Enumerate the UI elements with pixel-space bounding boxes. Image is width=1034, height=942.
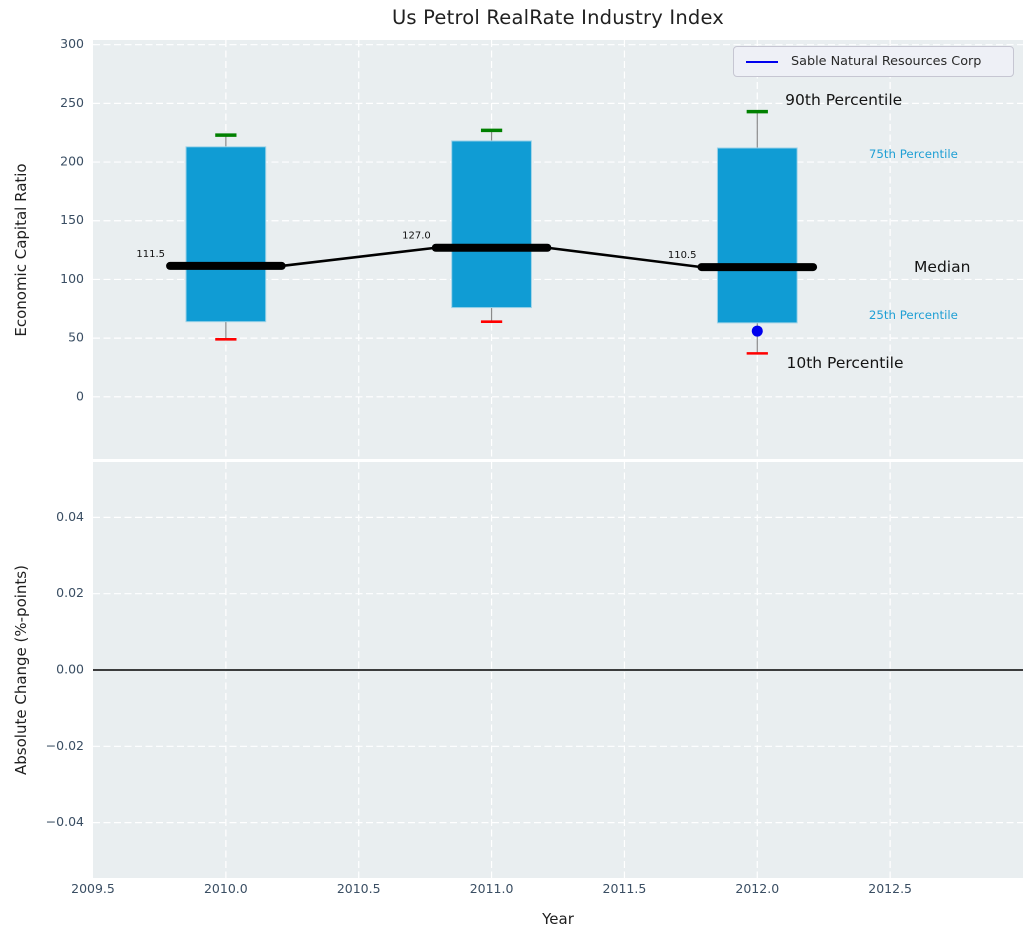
xtick-label: 2011.5 (603, 881, 647, 896)
annotation-25th-percentile: 25th Percentile (868, 307, 958, 322)
ytick-label-bottom: 0.02 (56, 585, 84, 600)
annotation-median: Median (914, 257, 971, 276)
annotation-75th-percentile: 75th Percentile (868, 147, 958, 162)
y-axis-label-top: Economic Capital Ratio (12, 163, 30, 337)
legend-line-sample-icon (746, 60, 778, 63)
xtick-label: 2010.5 (337, 881, 381, 896)
median-value-label: 111.5 (136, 249, 165, 260)
ytick-label-top: 100 (60, 271, 84, 286)
annotation-10th-percentile: 10th Percentile (786, 353, 904, 372)
company-point (751, 325, 763, 337)
ytick-label-top: 250 (60, 95, 84, 110)
xtick-label: 2011.0 (470, 881, 514, 896)
ytick-label-bottom: −0.04 (46, 814, 84, 829)
ytick-label-top: 150 (60, 212, 84, 227)
ytick-label-top: 50 (68, 330, 84, 345)
legend-label: Sable Natural Resources Corp (791, 54, 982, 69)
xtick-label: 2012.5 (868, 881, 912, 896)
xtick-label: 2012.0 (735, 881, 779, 896)
ytick-label-bottom: 0.00 (56, 662, 84, 677)
percentile-box (716, 147, 798, 324)
median-value-label: 110.5 (668, 250, 697, 261)
y-axis-label-bottom: Absolute Change (%-points) (12, 565, 30, 775)
median-value-label: 127.0 (402, 231, 431, 242)
xtick-label: 2010.0 (204, 881, 248, 896)
ytick-label-bottom: 0.04 (56, 509, 84, 524)
chart-title: Us Petrol RealRate Industry Index (391, 6, 725, 29)
ytick-label-top: 300 (60, 36, 84, 51)
ytick-label-top: 200 (60, 154, 84, 169)
percentile-box (451, 140, 532, 309)
median-connector (547, 246, 702, 269)
legend: Sable Natural Resources Corp (733, 46, 1014, 77)
percentile-box (185, 146, 267, 323)
annotation-90th-percentile: 90th Percentile (785, 91, 903, 110)
ytick-label-top: 0 (76, 388, 84, 403)
ytick-label-bottom: −0.02 (46, 738, 84, 753)
x-axis-label: Year (542, 910, 574, 928)
xtick-label: 2009.5 (71, 881, 115, 896)
median-connector (281, 246, 436, 268)
